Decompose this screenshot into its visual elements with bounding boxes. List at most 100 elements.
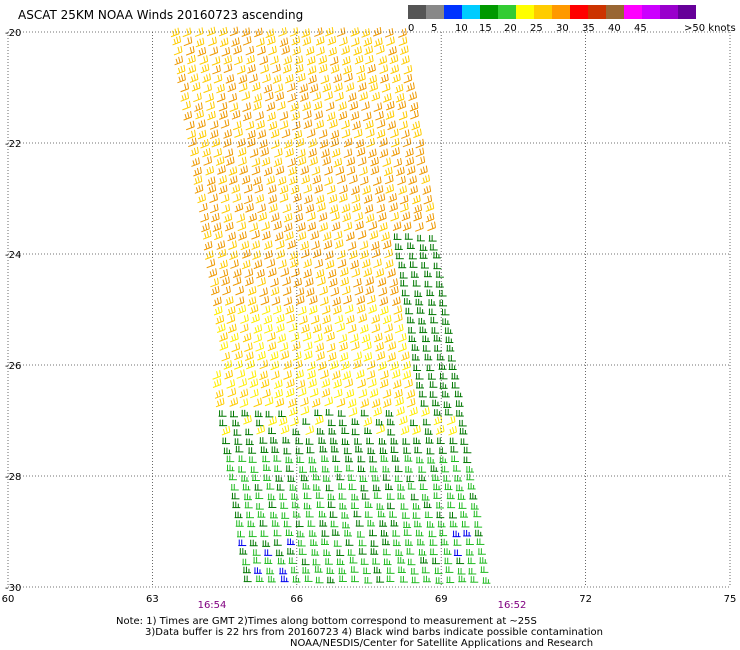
wind-barb <box>325 484 334 492</box>
wind-barb <box>376 424 385 435</box>
wind-barb <box>369 230 379 240</box>
wind-barb <box>342 521 351 529</box>
wind-barb <box>251 230 260 240</box>
wind-barb <box>460 438 469 445</box>
wind-barb <box>335 166 345 176</box>
wind-barb <box>305 203 315 214</box>
wind-barb <box>228 175 238 185</box>
wind-barb <box>364 427 373 435</box>
wind-barb <box>375 268 385 278</box>
wind-barb <box>396 166 405 177</box>
wind-barb <box>316 351 325 361</box>
wind-barb <box>433 409 442 416</box>
wind-barb <box>333 388 343 399</box>
wind-barb <box>246 137 256 148</box>
wind-barb <box>369 82 378 92</box>
wind-barb <box>382 398 392 408</box>
wind-barb <box>338 493 347 500</box>
wind-barb <box>469 492 478 500</box>
wind-barb <box>286 313 295 324</box>
wind-barb <box>269 511 278 519</box>
wind-barb <box>350 341 360 351</box>
wind-barb <box>245 203 254 213</box>
wind-barb <box>251 82 261 92</box>
wind-barb <box>344 304 354 314</box>
wind-barb <box>259 55 269 66</box>
wind-barb <box>303 258 312 269</box>
wind-barb <box>365 276 375 286</box>
wind-barb <box>250 466 259 473</box>
wind-barb <box>448 425 457 436</box>
wind-barb <box>390 211 399 222</box>
wind-barb <box>446 492 455 500</box>
wind-barb <box>349 174 358 185</box>
wind-barb <box>333 540 342 547</box>
wind-barb <box>262 388 271 399</box>
wind-barb <box>285 387 295 398</box>
wind-barb <box>379 64 389 74</box>
wind-barb <box>316 46 325 56</box>
wind-barb <box>368 304 377 314</box>
wind-barb <box>386 418 395 426</box>
wind-barb <box>227 387 237 398</box>
wind-barb <box>279 184 289 195</box>
legend-swatch <box>606 5 624 19</box>
wind-barb <box>420 262 429 269</box>
wind-barb <box>312 484 321 491</box>
legend-label: >50 knots <box>684 23 736 34</box>
wind-barb <box>242 249 251 259</box>
wind-barb <box>232 501 241 509</box>
wind-barb <box>328 277 338 288</box>
wind-barb <box>208 268 218 278</box>
lat-tick-label: -22 <box>5 139 21 150</box>
wind-barb <box>193 92 202 103</box>
wind-barb <box>323 240 333 250</box>
wind-barb <box>280 267 290 277</box>
wind-barb <box>318 55 328 65</box>
wind-barb <box>335 91 344 102</box>
wind-barb <box>405 147 414 158</box>
wind-barb <box>288 557 297 564</box>
wind-barb <box>216 323 226 333</box>
wind-barb <box>431 474 440 481</box>
wind-barb <box>210 212 220 223</box>
wind-barb <box>421 494 430 501</box>
wind-barb <box>411 576 420 584</box>
wind-barb <box>326 331 335 342</box>
wind-barb <box>368 221 378 231</box>
wind-barb <box>353 277 362 288</box>
legend-swatch <box>462 5 480 19</box>
wind-barb <box>351 428 360 436</box>
wind-barb <box>329 119 338 129</box>
wind-barb <box>324 250 334 261</box>
wind-barb <box>261 157 271 167</box>
wind-barb <box>297 222 306 232</box>
wind-barb <box>369 465 378 473</box>
wind-barb <box>287 398 297 408</box>
wind-barb <box>385 100 395 111</box>
wind-barb <box>398 415 408 426</box>
wind-barb <box>419 483 428 490</box>
wind-barb <box>207 184 217 194</box>
wind-barb <box>303 341 313 352</box>
wind-barb <box>350 37 360 47</box>
wind-barb <box>262 464 271 471</box>
wind-barb <box>331 370 341 380</box>
wind-barb <box>211 137 221 148</box>
wind-barb <box>435 425 445 435</box>
wind-barb <box>322 156 331 166</box>
wind-barb <box>416 156 426 166</box>
legend-label: 15 <box>479 23 492 34</box>
wind-barb <box>297 387 307 397</box>
wind-barb <box>305 46 315 56</box>
wind-barb <box>308 456 317 464</box>
wind-barb <box>209 203 219 214</box>
wind-barb <box>234 350 243 361</box>
wind-barb <box>237 304 247 315</box>
wind-barb <box>330 137 339 148</box>
wind-barb <box>182 100 191 111</box>
wind-barb <box>267 111 276 122</box>
wind-barb <box>258 211 268 222</box>
wind-barb <box>302 567 311 574</box>
wind-barb <box>372 27 382 37</box>
